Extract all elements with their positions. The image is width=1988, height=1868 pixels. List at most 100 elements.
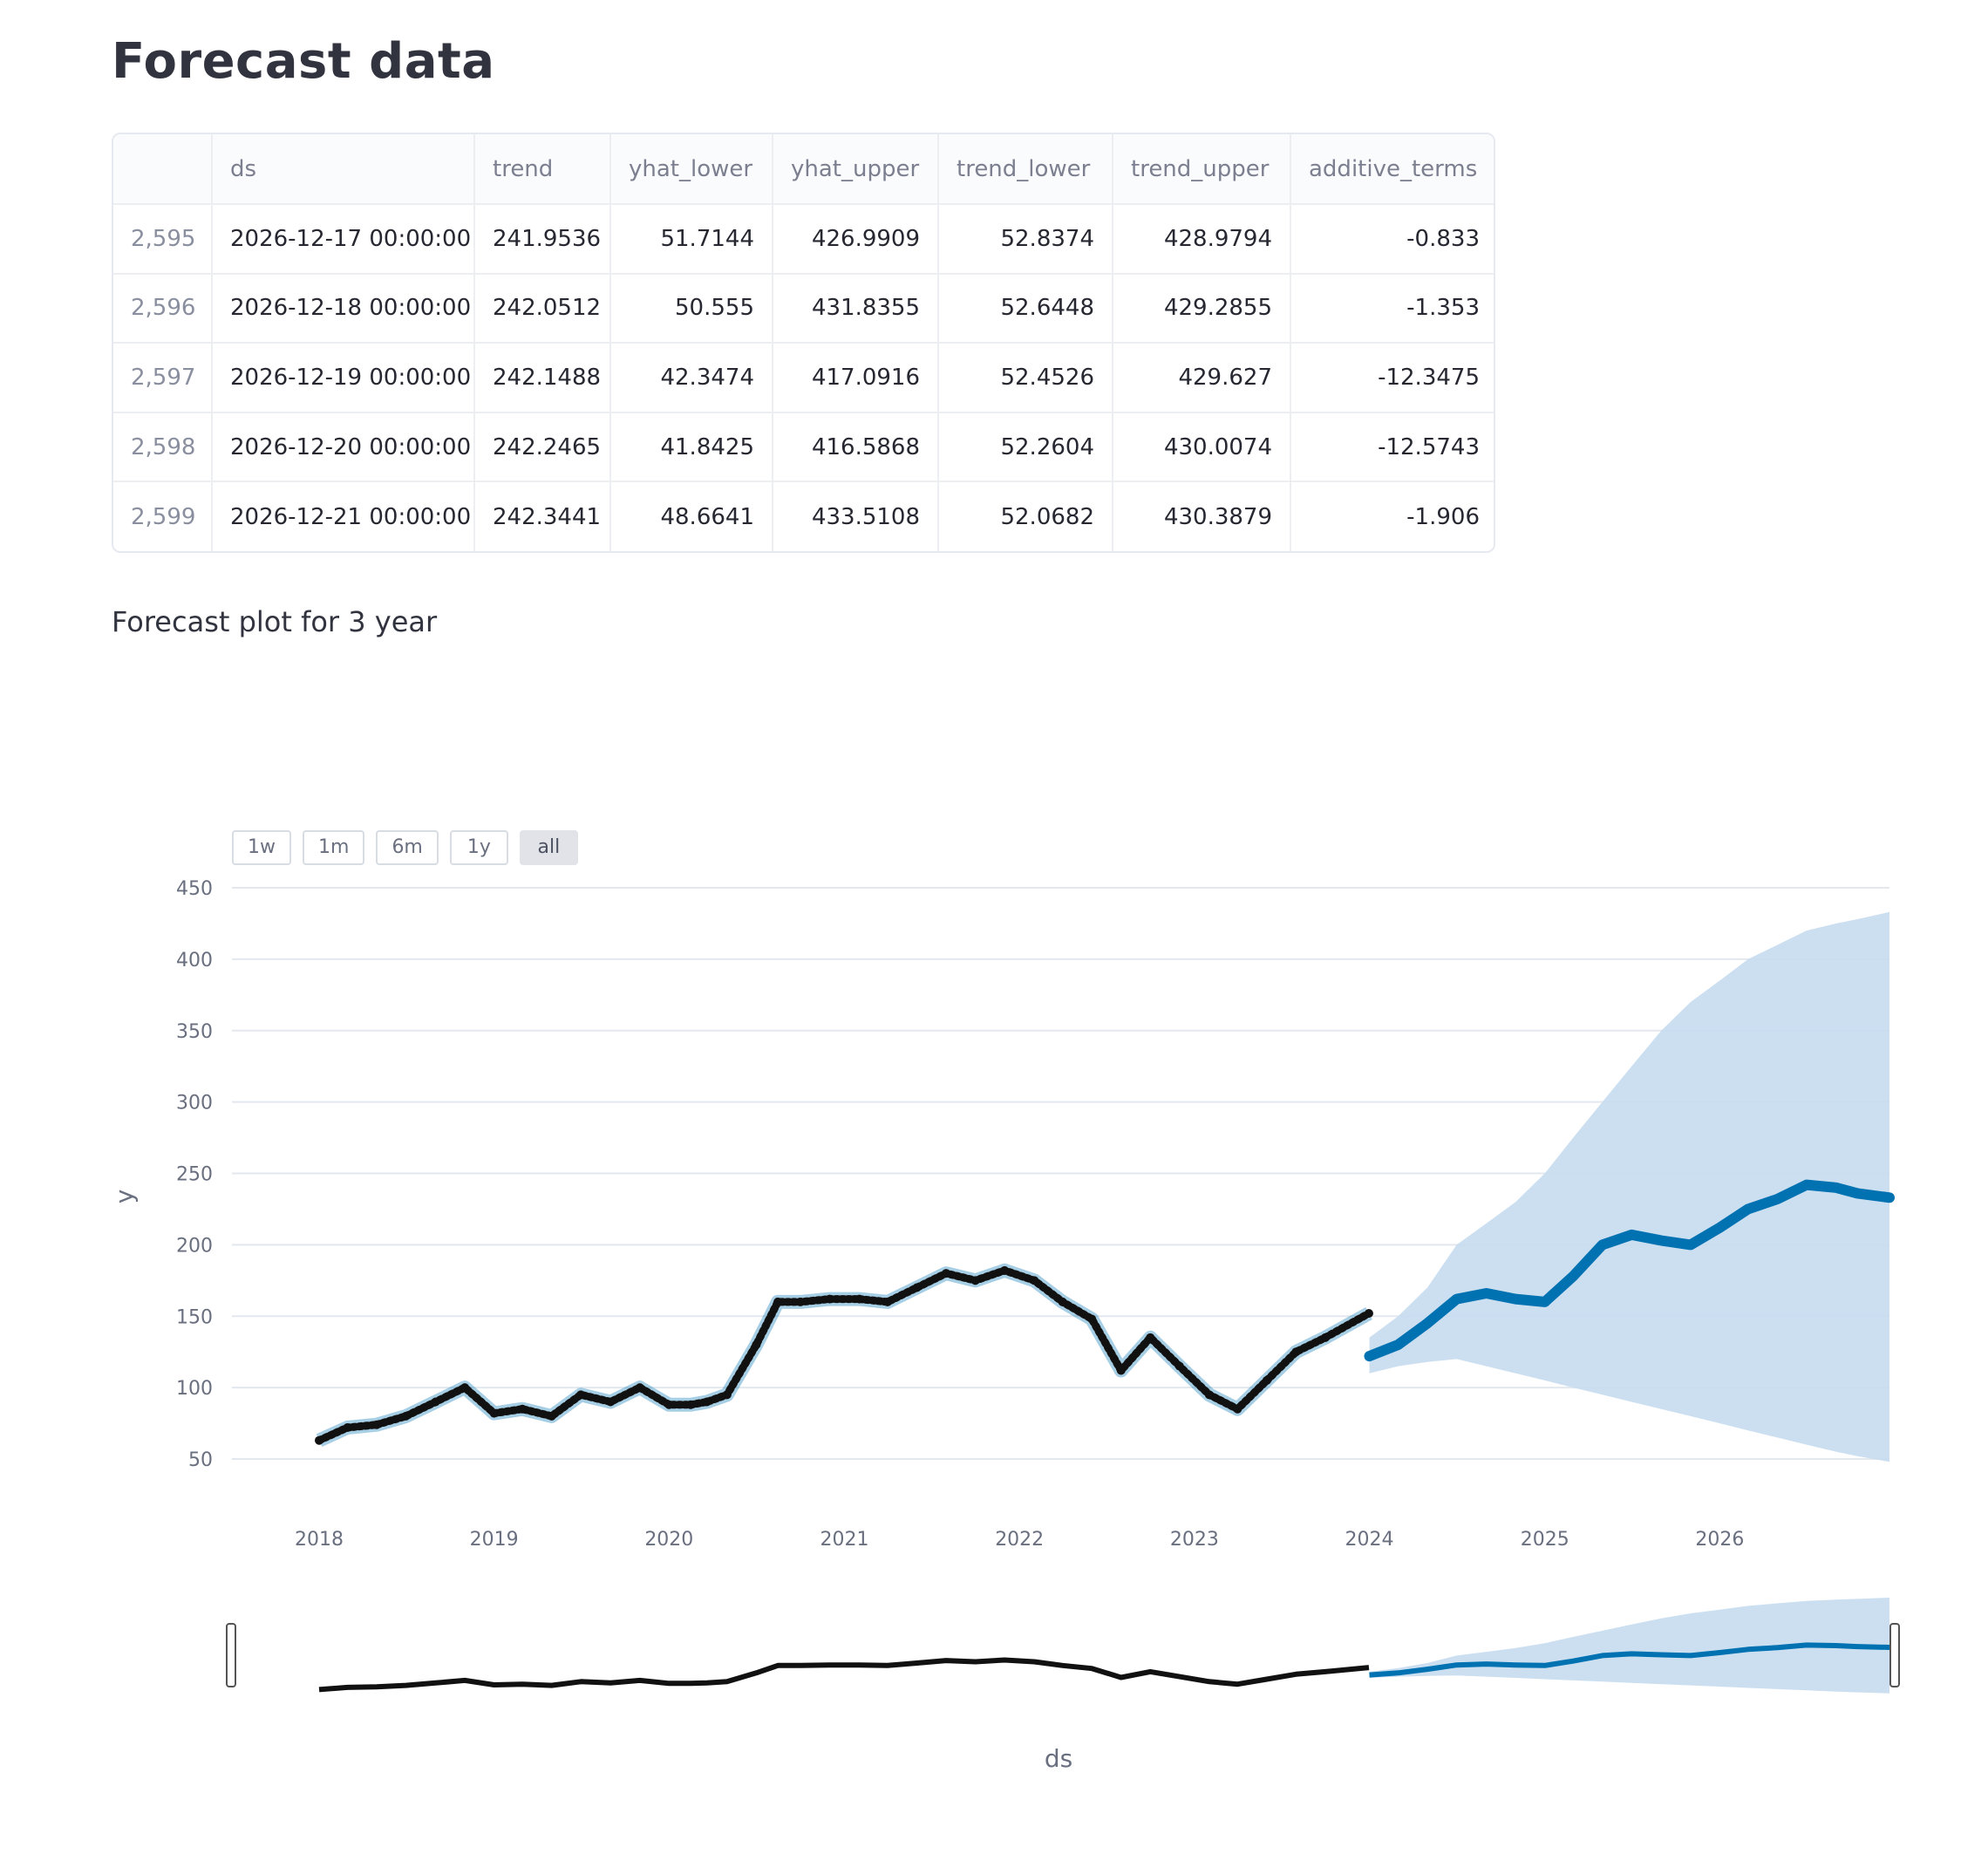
cell-trend-lower[interactable]: 52.0682 (938, 481, 1113, 551)
actual-point (1116, 1366, 1126, 1375)
cell-trend-upper[interactable]: 428.9794 (1113, 204, 1291, 275)
table-row: 2,596 2026-12-18 00:00:00 242.0512 50.55… (113, 273, 1494, 344)
actual-series (315, 1266, 1373, 1445)
range-button-1m[interactable]: 1m (303, 830, 365, 865)
cell-yhat-lower[interactable]: 48.6641 (610, 481, 773, 551)
cell-additive-terms[interactable]: -0.833 (1290, 204, 1494, 275)
slider-forecast-line (1369, 1642, 1890, 1678)
cell-trend-lower[interactable]: 52.2604 (938, 412, 1113, 483)
actual-point (664, 1400, 674, 1409)
cell-yhat-upper[interactable]: 416.5868 (773, 412, 939, 483)
column-header-trend[interactable]: trend (474, 134, 611, 205)
cell-trend[interactable]: 242.0512 (474, 273, 611, 344)
actual-point (401, 1411, 411, 1421)
cell-yhat-upper[interactable]: 417.0916 (773, 343, 939, 413)
x-tick-label: 2021 (820, 1529, 869, 1551)
column-header-trend-upper[interactable]: trend_upper (1113, 134, 1291, 205)
cell-trend[interactable]: 242.3441 (474, 481, 611, 551)
cell-additive-terms[interactable]: -12.5743 (1290, 412, 1494, 483)
cell-trend-lower[interactable]: 52.6448 (938, 273, 1113, 344)
row-index[interactable]: 2,599 (113, 481, 213, 551)
cell-ds[interactable]: 2026-12-17 00:00:00 (212, 204, 475, 275)
actual-point (315, 1435, 323, 1445)
cell-trend-upper[interactable]: 430.0074 (1113, 412, 1291, 483)
actual-point (1030, 1276, 1039, 1285)
range-button-1y[interactable]: 1y (449, 830, 508, 865)
cell-yhat-lower[interactable]: 41.8425 (610, 412, 773, 483)
cell-ds[interactable]: 2026-12-21 00:00:00 (212, 481, 475, 551)
cell-trend[interactable]: 241.9536 (474, 204, 611, 275)
range-button-all[interactable]: all (519, 830, 578, 865)
cell-yhat-upper[interactable]: 426.9909 (773, 204, 939, 275)
cell-yhat-upper[interactable]: 433.5108 (773, 481, 939, 551)
actual-point (1204, 1390, 1214, 1400)
x-axis: 2018 2019 2020 2021 2022 2023 2024 2025 2026 (295, 1529, 1744, 1551)
cell-trend[interactable]: 242.2465 (474, 412, 611, 483)
actual-point (460, 1383, 470, 1393)
cell-additive-terms[interactable]: -1.906 (1406, 503, 1480, 530)
column-header-trend-lower[interactable]: trend_lower (938, 134, 1113, 205)
cell-trend-lower[interactable]: 52.4526 (938, 343, 1113, 413)
range-slider-left-handle (226, 1623, 236, 1687)
y-axis: 50 100 150 200 250 300 350 400 450 (176, 878, 213, 1471)
cell-trend-upper[interactable]: 430.3879 (1113, 481, 1291, 551)
actual-point (795, 1297, 805, 1306)
x-tick-label: 2022 (995, 1529, 1044, 1551)
forecast-line (1364, 1179, 1895, 1362)
forecast-uncertainty-band (1369, 911, 1889, 1462)
column-header-index[interactable] (113, 134, 213, 205)
actual-point (1233, 1404, 1242, 1414)
cell-yhat-lower[interactable]: 50.555 (610, 273, 773, 344)
cell-yhat-lower[interactable]: 42.3474 (610, 343, 773, 413)
cell-trend-lower[interactable]: 52.8374 (938, 204, 1113, 275)
x-tick-label: 2025 (1521, 1529, 1569, 1551)
cell-yhat-upper[interactable]: 431.8355 (773, 273, 939, 344)
actual-point (722, 1390, 732, 1400)
actual-point (606, 1397, 616, 1407)
range-selector: 1w 1m 6m 1y all (232, 830, 578, 865)
column-header-additive-terms[interactable]: additive_terms (1290, 134, 1494, 205)
cell-trend[interactable]: 242.1488 (474, 343, 611, 413)
actual-point (912, 1283, 922, 1292)
x-tick-label: 2026 (1695, 1529, 1744, 1551)
y-tick-label: 150 (176, 1306, 213, 1328)
actual-point (371, 1420, 381, 1429)
range-button-1w[interactable]: 1w (232, 830, 291, 865)
row-index[interactable]: 2,595 (113, 204, 213, 275)
slider-band (1369, 1598, 1889, 1694)
y-tick-label: 200 (176, 1235, 213, 1257)
actual-point (686, 1400, 696, 1409)
actual-point (576, 1390, 586, 1400)
y-tick-label: 450 (176, 878, 213, 900)
range-slider[interactable] (226, 1598, 1900, 1694)
column-header-yhat-lower[interactable]: yhat_lower (610, 134, 773, 205)
table-header-row: ds trend yhat_lower yhat_upper trend_low… (113, 134, 1494, 205)
actual-point (1146, 1333, 1155, 1342)
page-title: Forecast data (112, 33, 495, 90)
cell-trend-upper[interactable]: 429.2855 (1113, 273, 1291, 344)
range-button-6m[interactable]: 6m (376, 830, 439, 865)
main-plot-area[interactable] (315, 911, 1895, 1462)
column-header-ds[interactable]: ds (212, 134, 475, 205)
actual-point (702, 1397, 711, 1407)
cell-trend-upper[interactable]: 429.627 (1113, 343, 1291, 413)
cell-additive-terms[interactable]: -1.353 (1290, 273, 1494, 344)
cell-additive-terms[interactable]: -12.3475 (1290, 343, 1494, 413)
actual-point (970, 1276, 980, 1285)
cell-ds[interactable]: 2026-12-19 00:00:00 (212, 343, 475, 413)
row-index[interactable]: 2,598 (113, 412, 213, 483)
cell-ds[interactable]: 2026-12-18 00:00:00 (212, 273, 475, 344)
x-tick-label: 2018 (295, 1529, 344, 1551)
x-tick-label: 2020 (644, 1529, 693, 1551)
actual-point (518, 1404, 528, 1414)
cell-yhat-lower[interactable]: 51.7144 (610, 204, 773, 275)
row-index[interactable]: 2,596 (113, 273, 213, 344)
actual-point (343, 1422, 352, 1432)
cell-ds[interactable]: 2026-12-20 00:00:00 (212, 412, 475, 483)
row-index[interactable]: 2,597 (113, 343, 213, 413)
range-slider-right-handle (1889, 1623, 1900, 1687)
actual-point (825, 1294, 834, 1304)
actual-point (854, 1294, 864, 1304)
column-header-yhat-upper[interactable]: yhat_upper (773, 134, 939, 205)
